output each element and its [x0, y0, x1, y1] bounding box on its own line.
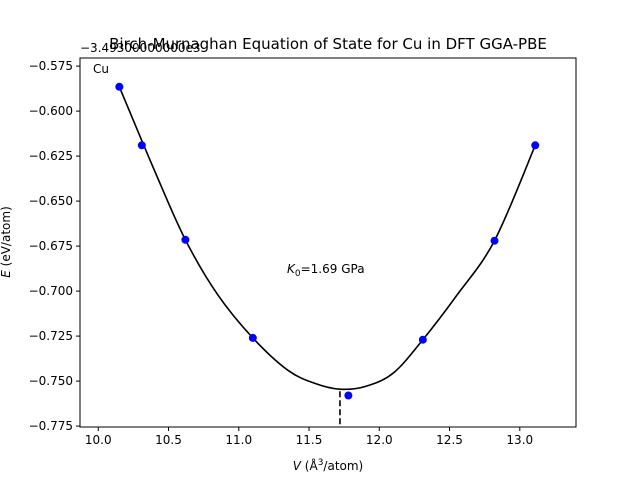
data-point — [137, 141, 146, 150]
axes-frame — [79, 57, 577, 428]
y-tick-label: −0.700 — [29, 284, 73, 298]
chart-title: Birch-Murnaghan Equation of State for Cu… — [109, 35, 547, 53]
x-tick-label: 13.0 — [506, 433, 533, 447]
y-tick-label: −0.725 — [29, 329, 73, 343]
data-point — [531, 141, 540, 150]
y-axis-label: E (eV/atom) — [0, 206, 13, 278]
x-tick-label: 11.0 — [225, 433, 252, 447]
y-tick-label: −0.600 — [29, 104, 73, 118]
y-tick-label: −0.625 — [29, 149, 73, 163]
data-point — [490, 236, 499, 245]
y-tick-label: −0.775 — [29, 419, 73, 433]
x-axis-label: V (Å3/atom) — [293, 458, 364, 473]
x-tick-label: 12.0 — [366, 433, 393, 447]
y-tick-label: −0.650 — [29, 194, 73, 208]
x-tick-label: 11.5 — [296, 433, 323, 447]
y-offset-text: −3.49300000000e3 — [80, 41, 201, 55]
bulk-modulus-subscript: 0 — [295, 269, 301, 279]
x-axis-unit-pre: (Å — [301, 458, 318, 473]
bulk-modulus-symbol: K — [287, 262, 296, 276]
data-point — [418, 335, 427, 344]
bulk-modulus-annotation: K0=1.69 GPa — [287, 262, 365, 279]
y-axis-ticks: −0.575 −0.600 −0.625 −0.650 −0.675 −0.700 −0.7… — [29, 59, 80, 433]
y-axis-var: E — [0, 270, 13, 278]
y-tick-label: −0.675 — [29, 239, 73, 253]
data-point — [181, 235, 190, 244]
x-tick-label: 10.0 — [85, 433, 112, 447]
x-tick-label: 12.5 — [436, 433, 463, 447]
data-point — [115, 82, 124, 91]
x-axis-unit-sup: 3 — [318, 458, 324, 468]
y-axis-unit: (eV/atom) — [0, 206, 13, 270]
data-points-layer — [115, 82, 540, 400]
y-tick-label: −0.750 — [29, 374, 73, 388]
x-axis-ticks: 10.0 10.5 11.0 11.5 12.0 12.5 13.0 — [85, 427, 533, 447]
data-point — [248, 333, 257, 342]
plot-area — [115, 82, 540, 427]
y-tick-label: −0.575 — [29, 59, 73, 73]
x-axis-var: V — [293, 459, 302, 473]
species-label: Cu — [93, 62, 109, 76]
data-point — [344, 391, 353, 400]
x-tick-label: 10.5 — [155, 433, 182, 447]
x-axis-unit-post: /atom) — [323, 459, 363, 473]
bulk-modulus-value: =1.69 GPa — [301, 262, 365, 276]
